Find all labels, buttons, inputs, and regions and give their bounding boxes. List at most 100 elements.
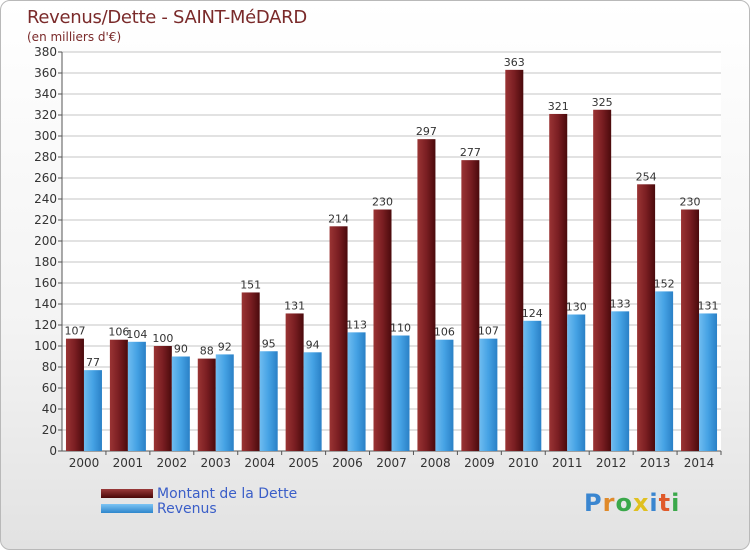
y-tick-label: 140 (34, 297, 57, 311)
bar-dette (593, 109, 612, 451)
x-tick-label: 2001 (113, 456, 144, 470)
data-label-revenus: 95 (262, 337, 276, 350)
data-label-dette: 277 (460, 146, 481, 159)
bar-revenus (435, 339, 454, 451)
x-tick-label: 2000 (69, 456, 100, 470)
y-tick-label: 360 (34, 66, 57, 80)
y-tick-label: 0 (49, 444, 57, 458)
y-tick-label: 40 (42, 402, 57, 416)
data-label-revenus: 77 (86, 356, 100, 369)
bar-dette (65, 338, 84, 451)
x-tick-label: 2010 (508, 456, 539, 470)
data-label-dette: 131 (284, 299, 305, 312)
y-tick-label: 60 (42, 381, 57, 395)
legend-item-dette: Montant de la Dette (101, 485, 298, 502)
y-tick-label: 180 (34, 255, 57, 269)
y-tick-label: 340 (34, 87, 57, 101)
legend-item-revenus: Revenus (101, 500, 297, 517)
y-tick-label: 280 (34, 150, 57, 164)
y-tick-label: 300 (34, 129, 57, 143)
data-label-revenus: 106 (434, 326, 455, 339)
legend-label-revenus: Revenus (157, 500, 217, 517)
bar-revenus (479, 338, 498, 451)
data-label-dette: 151 (240, 278, 261, 291)
bar-dette (417, 139, 436, 451)
data-label-dette: 297 (416, 125, 437, 138)
y-tick-label: 120 (34, 318, 57, 332)
bar-dette (505, 69, 524, 451)
x-tick-label: 2004 (244, 456, 275, 470)
data-label-revenus: 94 (306, 338, 320, 351)
data-label-revenus: 110 (390, 322, 411, 335)
bar-revenus (303, 352, 322, 451)
bar-revenus (391, 335, 410, 451)
bar-dette (109, 339, 128, 451)
legend-label-dette: Montant de la Dette (157, 485, 298, 502)
chart-title: Revenus/Dette - SAINT-MéDARD (27, 7, 307, 28)
y-tick-label: 20 (42, 423, 57, 437)
data-label-revenus: 124 (522, 307, 543, 320)
bar-revenus (699, 313, 718, 451)
data-label-revenus: 90 (174, 343, 188, 356)
x-tick-label: 2003 (200, 456, 231, 470)
data-label-dette: 325 (592, 96, 613, 109)
bar-dette (285, 313, 304, 451)
x-tick-label: 2014 (684, 456, 715, 470)
data-label-revenus: 107 (478, 325, 499, 338)
data-label-dette: 230 (680, 196, 701, 209)
x-tick-label: 2005 (288, 456, 319, 470)
y-tick-label: 100 (34, 339, 57, 353)
bar-revenus (523, 320, 542, 451)
data-label-dette: 214 (328, 212, 349, 225)
logo-letter: P (584, 489, 603, 517)
bar-dette (197, 358, 216, 451)
data-label-dette: 106 (108, 326, 129, 339)
bar-revenus (83, 370, 102, 451)
bar-revenus (127, 341, 146, 451)
logo-letter: i (649, 489, 659, 517)
data-label-dette: 363 (504, 56, 525, 69)
bar-revenus (611, 311, 630, 451)
y-tick-label: 200 (34, 234, 57, 248)
x-tick-label: 2008 (420, 456, 451, 470)
data-label-revenus: 104 (126, 328, 147, 341)
x-tick-label: 2002 (157, 456, 188, 470)
bar-dette (637, 184, 656, 452)
y-tick-label: 380 (34, 45, 57, 59)
legend: Montant de la Dette Revenus (101, 485, 298, 517)
data-label-revenus: 133 (610, 297, 631, 310)
data-label-dette: 100 (152, 332, 173, 345)
data-label-dette: 254 (636, 170, 657, 183)
legend-swatch-revenus (101, 504, 153, 513)
data-label-dette: 321 (548, 100, 569, 113)
bar-revenus (347, 332, 366, 451)
y-tick-label: 240 (34, 192, 57, 206)
y-tick-label: 160 (34, 276, 57, 290)
y-tick-label: 80 (42, 360, 57, 374)
data-label-revenus: 92 (218, 340, 232, 353)
data-label-revenus: 130 (566, 301, 587, 314)
y-tick-label: 320 (34, 108, 57, 122)
bar-dette (681, 209, 700, 451)
y-tick-label: 220 (34, 213, 57, 227)
logo-letter: x (632, 489, 650, 517)
bar-revenus (655, 291, 674, 451)
x-tick-label: 2012 (596, 456, 627, 470)
data-label-revenus: 152 (654, 277, 675, 290)
proxiti-logo: Proxiti (584, 489, 680, 517)
logo-letter: t (658, 489, 672, 517)
bar-dette (329, 226, 348, 451)
data-label-dette: 107 (64, 325, 85, 338)
data-label-dette: 88 (200, 345, 214, 358)
logo-letter: r (602, 489, 616, 517)
bar-dette (373, 209, 392, 451)
bar-dette (241, 292, 260, 451)
logo-letter: i (671, 489, 681, 517)
data-label-revenus: 113 (346, 318, 367, 331)
y-tick-label: 260 (34, 171, 57, 185)
bar-revenus (259, 351, 278, 451)
x-tick-label: 2013 (640, 456, 671, 470)
bar-dette (549, 113, 568, 451)
